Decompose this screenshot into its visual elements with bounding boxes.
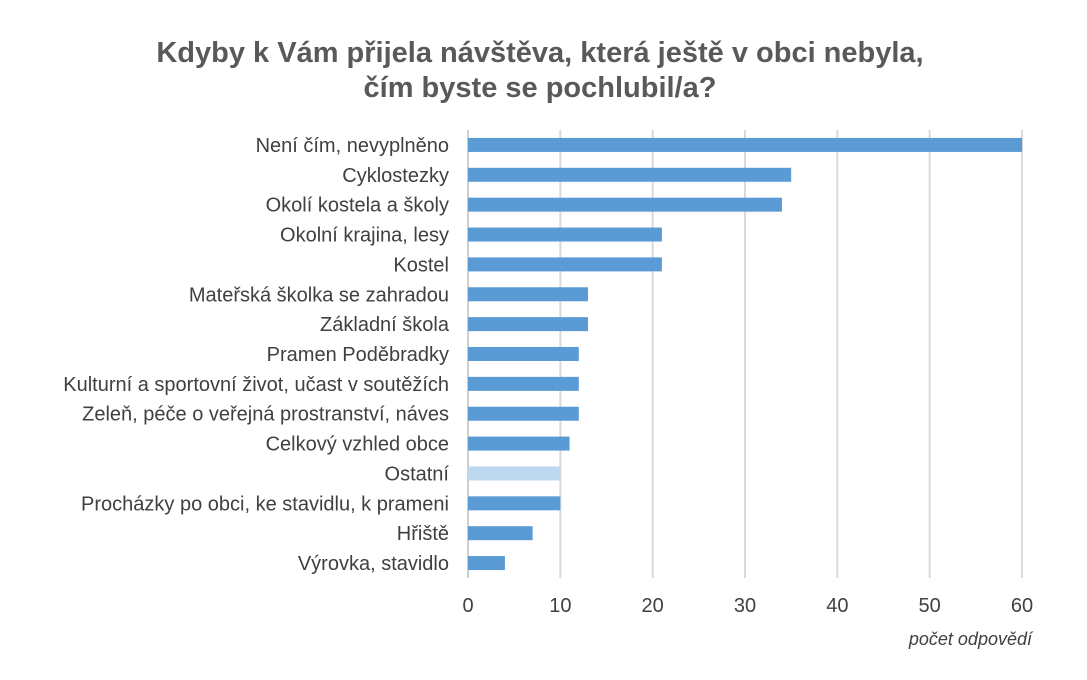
bar bbox=[468, 257, 662, 272]
category-label: Základní škola bbox=[320, 314, 450, 336]
bar bbox=[468, 137, 1022, 152]
category-label: Cyklostezky bbox=[342, 165, 449, 187]
bar bbox=[468, 376, 579, 391]
bar bbox=[468, 436, 570, 451]
bar bbox=[468, 287, 589, 302]
bar bbox=[468, 227, 662, 242]
bar bbox=[468, 496, 561, 511]
category-label: Pramen Poděbradky bbox=[267, 344, 449, 366]
x-tick-labels: 0 10 20 30 40 50 60 bbox=[462, 595, 1033, 617]
bar bbox=[468, 406, 579, 421]
category-label: Výrovka, stavidlo bbox=[298, 553, 449, 575]
bar bbox=[468, 317, 589, 332]
x-tick-label: 40 bbox=[826, 595, 848, 617]
bar bbox=[468, 347, 579, 361]
bar bbox=[468, 197, 782, 212]
category-label: Kostel bbox=[393, 254, 449, 276]
category-label: Není čím, nevyplněno bbox=[256, 135, 449, 157]
bar bbox=[468, 167, 792, 182]
category-label: Mateřská školka se zahradou bbox=[189, 284, 449, 306]
category-label: Okolí kostela a školy bbox=[266, 195, 449, 217]
category-label: Zeleň, péče o veřejná prostranství, náve… bbox=[82, 404, 449, 426]
chart-title-line-1: Kdyby k Vám přijela návštěva, která ješt… bbox=[156, 37, 923, 69]
bar bbox=[468, 526, 533, 541]
category-label: Procházky po obci, ke stavidlu, k pramen… bbox=[81, 493, 449, 515]
bar bbox=[468, 556, 505, 571]
x-tick-label: 30 bbox=[734, 595, 756, 617]
category-label: Kulturní a sportovní život, učast v sout… bbox=[63, 374, 449, 396]
category-label: Celkový vzhled obce bbox=[266, 434, 449, 456]
category-labels: Není čím, nevyplněno Cyklostezky Okolí kos… bbox=[63, 135, 450, 575]
bar bbox=[468, 466, 561, 481]
x-tick-label: 0 bbox=[462, 595, 473, 617]
category-label: Okolní krajina, lesy bbox=[280, 225, 449, 247]
category-label: Ostatní bbox=[385, 463, 450, 485]
x-tick-label: 60 bbox=[1011, 595, 1033, 617]
x-tick-label: 10 bbox=[549, 595, 571, 617]
chart-title-line-2: čím byste se pochlubil/a? bbox=[364, 72, 717, 104]
chart-title: Kdyby k Vám přijela návštěva, která ješt… bbox=[156, 37, 923, 104]
bars bbox=[468, 137, 1022, 571]
x-tick-label: 20 bbox=[642, 595, 664, 617]
category-label: Hřiště bbox=[397, 523, 449, 545]
x-tick-label: 50 bbox=[919, 595, 941, 617]
x-axis-title: počet odpovědí bbox=[908, 629, 1034, 649]
